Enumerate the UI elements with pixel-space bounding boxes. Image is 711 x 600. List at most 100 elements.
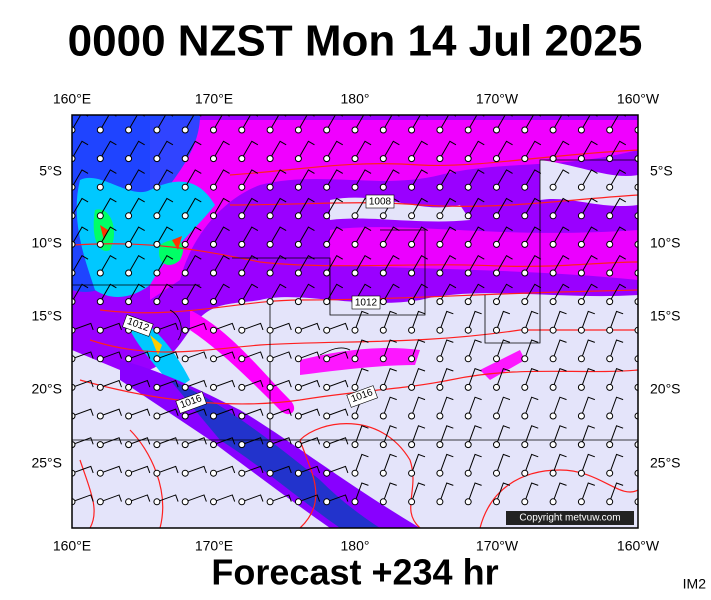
wind-barb bbox=[100, 408, 122, 417]
station-dot bbox=[549, 469, 557, 477]
wind-barb bbox=[128, 169, 145, 188]
wind-barb bbox=[580, 197, 598, 217]
wind-barb bbox=[524, 396, 539, 417]
wind-barb bbox=[241, 197, 259, 217]
station-dot bbox=[238, 412, 246, 420]
station-dot bbox=[238, 383, 246, 391]
wind-barb bbox=[411, 226, 428, 245]
wind-barb bbox=[580, 482, 595, 502]
wind-barb bbox=[297, 140, 315, 159]
bottom-axis-label: 180° bbox=[341, 538, 370, 554]
station-dot bbox=[210, 469, 217, 477]
station-dot bbox=[436, 212, 444, 220]
station-dot bbox=[521, 269, 529, 277]
wind-barb bbox=[99, 226, 117, 245]
map-frame bbox=[71, 114, 639, 529]
station-dot bbox=[210, 155, 217, 163]
wind-barb bbox=[524, 453, 539, 474]
wind-barb bbox=[72, 437, 94, 446]
station-dot bbox=[181, 240, 189, 248]
station-dot bbox=[493, 355, 500, 363]
station-dot bbox=[210, 355, 217, 363]
wind-barb bbox=[72, 494, 94, 503]
wind-barb bbox=[552, 169, 570, 188]
station-dot bbox=[153, 383, 161, 391]
wind-barb bbox=[411, 283, 428, 302]
station-dot bbox=[408, 412, 416, 420]
station-dot bbox=[436, 326, 444, 334]
wind-barb bbox=[326, 494, 349, 503]
station-dot bbox=[493, 412, 500, 420]
wind-barb bbox=[213, 408, 236, 417]
wind-barb bbox=[156, 169, 174, 188]
wind-barb bbox=[99, 140, 117, 159]
wind-barb bbox=[637, 214, 638, 216]
station-dot bbox=[521, 469, 529, 477]
right-axis-label: 5°S bbox=[650, 163, 673, 179]
wind-barb bbox=[467, 453, 482, 474]
wind-barb bbox=[297, 283, 315, 302]
station-dot bbox=[125, 412, 133, 420]
wind-barb bbox=[637, 357, 638, 359]
wind-barb bbox=[580, 226, 598, 245]
wind-barb bbox=[269, 197, 287, 217]
wind-barb bbox=[580, 310, 595, 331]
station-dot bbox=[153, 469, 161, 477]
wind-barb bbox=[213, 283, 230, 302]
station-dot bbox=[549, 383, 557, 391]
station-dot bbox=[521, 298, 529, 306]
station-dot bbox=[464, 298, 472, 306]
station-dot bbox=[577, 412, 585, 420]
station-dot bbox=[210, 326, 217, 334]
station-dot bbox=[294, 441, 302, 449]
wind-barb bbox=[439, 339, 454, 359]
wind-barb bbox=[580, 140, 598, 159]
wind-barb bbox=[269, 465, 292, 474]
wind-barb bbox=[411, 254, 428, 274]
station-dot bbox=[606, 298, 614, 306]
wind-barb bbox=[297, 254, 315, 274]
station-dot bbox=[323, 183, 331, 191]
wind-barb bbox=[467, 140, 485, 159]
station-dot bbox=[379, 326, 387, 334]
wind-barb bbox=[637, 500, 638, 502]
wind-barb bbox=[184, 140, 202, 159]
station-dot bbox=[408, 498, 416, 506]
station-dot bbox=[153, 155, 161, 163]
station-dot bbox=[266, 326, 274, 334]
station-dot bbox=[210, 298, 217, 306]
wind-barb bbox=[411, 367, 426, 388]
wind-barb bbox=[213, 351, 236, 360]
wind-barb bbox=[241, 379, 264, 388]
station-dot bbox=[549, 298, 557, 306]
station-dot bbox=[521, 355, 529, 363]
station-dot bbox=[549, 240, 557, 248]
station-dot bbox=[436, 498, 444, 506]
station-dot bbox=[323, 383, 331, 391]
wind-barb bbox=[411, 140, 428, 159]
station-dot bbox=[294, 498, 302, 506]
station-dot bbox=[125, 355, 133, 363]
wind-barb bbox=[72, 254, 89, 274]
wind-barb bbox=[269, 408, 292, 417]
wind-barb bbox=[609, 169, 627, 188]
station-dot bbox=[238, 212, 246, 220]
station-dot bbox=[266, 412, 274, 420]
wind-barb bbox=[496, 482, 511, 502]
station-dot bbox=[464, 269, 472, 277]
wind-barb bbox=[354, 310, 369, 331]
station-dot bbox=[153, 498, 161, 506]
station-dot bbox=[294, 183, 302, 191]
station-dot bbox=[266, 155, 274, 163]
station-dot bbox=[153, 326, 161, 334]
station-dot bbox=[577, 240, 585, 248]
station-dot bbox=[210, 441, 217, 449]
wind-barb bbox=[100, 322, 122, 331]
wind-barb bbox=[552, 396, 567, 417]
wind-barb bbox=[382, 283, 400, 302]
station-dot bbox=[294, 240, 302, 248]
wind-barb bbox=[269, 283, 287, 302]
station-dot bbox=[238, 240, 246, 248]
station-dot bbox=[493, 469, 500, 477]
wind-barb bbox=[467, 310, 482, 331]
